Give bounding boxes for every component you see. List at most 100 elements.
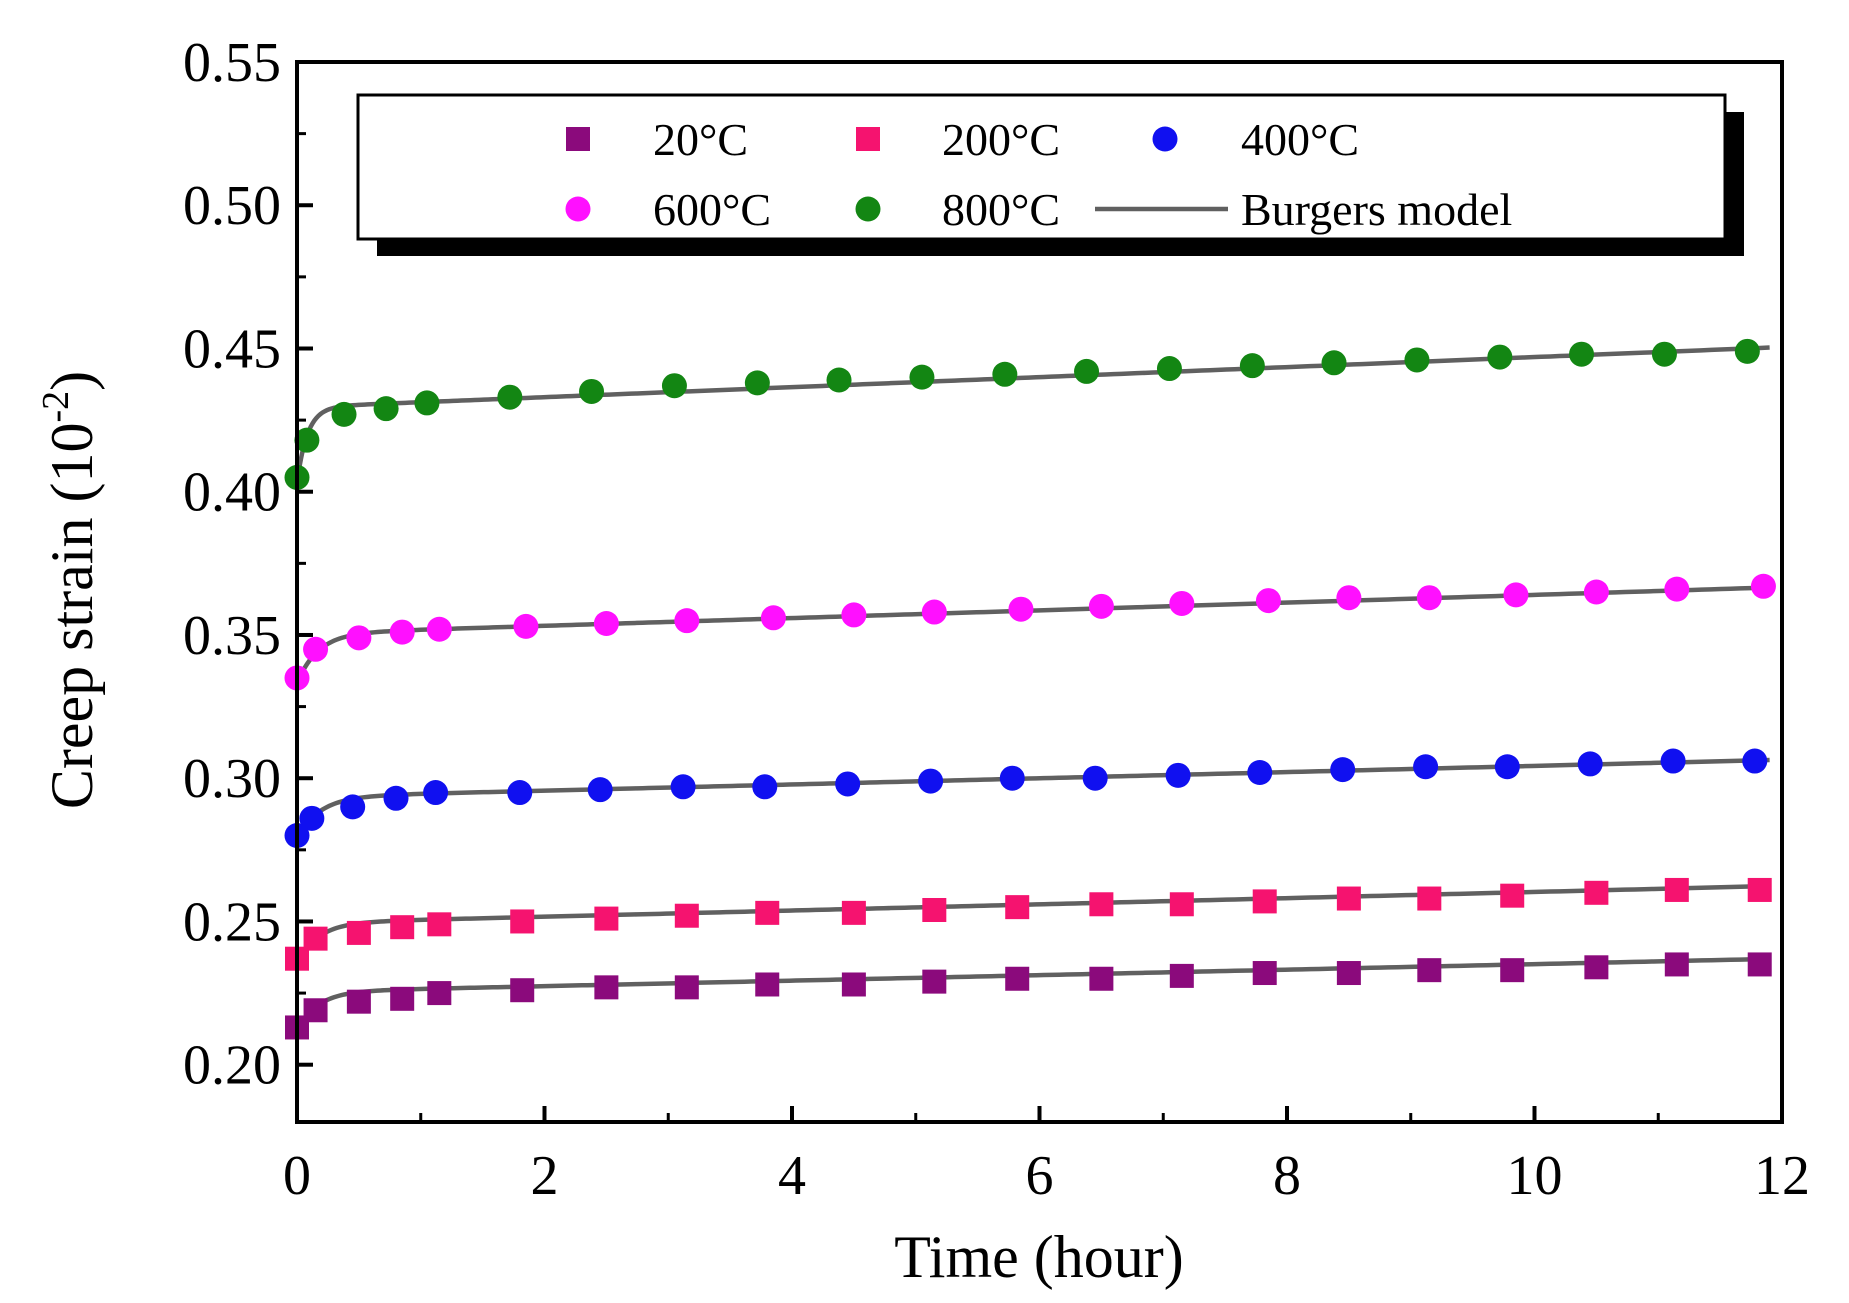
point-400c xyxy=(587,777,613,803)
point-20c xyxy=(303,998,328,1023)
point-20c xyxy=(594,975,619,1000)
legend-marker-20c xyxy=(566,127,590,151)
point-400c xyxy=(670,774,696,800)
point-200c xyxy=(1747,877,1772,902)
y-tick-label: 0.40 xyxy=(183,462,281,524)
point-20c xyxy=(1005,966,1030,991)
point-400c xyxy=(507,780,533,806)
point-800c xyxy=(992,361,1018,387)
point-200c xyxy=(841,900,866,925)
plot-frame xyxy=(295,60,1784,1124)
fit-curve-20c xyxy=(295,956,1770,1032)
point-800c xyxy=(1074,358,1100,384)
x-tick-label: 10 xyxy=(1507,1145,1563,1207)
point-800c xyxy=(294,427,320,453)
point-800c xyxy=(579,378,605,404)
point-600c xyxy=(303,636,329,662)
point-200c xyxy=(594,906,619,931)
y-tick-label: 0.30 xyxy=(183,748,281,810)
point-400c xyxy=(1413,754,1439,780)
point-800c xyxy=(1404,347,1430,373)
point-400c xyxy=(752,774,778,800)
point-20c xyxy=(1336,961,1361,986)
point-600c xyxy=(1336,585,1362,611)
legend-label-fit: Burgers model xyxy=(1241,184,1512,235)
point-600c xyxy=(841,602,867,628)
point-400c xyxy=(1742,748,1768,774)
point-400c xyxy=(1494,754,1520,780)
point-20c xyxy=(1252,961,1277,986)
x-tick-label: 0 xyxy=(283,1145,311,1207)
point-800c xyxy=(497,384,523,410)
point-400c xyxy=(299,805,325,831)
point-600c xyxy=(1088,593,1114,619)
y-axis-title-exponent: -2 xyxy=(35,391,77,423)
legend-marker-400c xyxy=(1152,126,1178,152)
point-200c xyxy=(1169,892,1194,917)
y-axis-title-main: Creep strain (10 xyxy=(39,423,105,810)
point-600c xyxy=(1503,582,1529,608)
point-600c xyxy=(593,611,619,637)
point-200c xyxy=(427,912,452,937)
x-tick-label: 12 xyxy=(1754,1145,1810,1207)
point-800c xyxy=(909,364,935,390)
legend-label-20c: 20°C xyxy=(653,114,748,165)
point-200c xyxy=(1252,889,1277,914)
point-600c xyxy=(760,605,786,631)
legend-label-400c: 400°C xyxy=(1241,114,1359,165)
point-20c xyxy=(922,969,947,994)
point-20c xyxy=(1089,966,1114,991)
point-600c xyxy=(389,619,415,645)
point-400c xyxy=(835,771,861,797)
point-20c xyxy=(755,972,780,997)
data-points-layer xyxy=(284,338,1776,1040)
point-400c xyxy=(340,794,366,820)
legend-label-800c: 800°C xyxy=(942,184,1060,235)
legend: 20°C 200°C 400°C 600°C 800°C Burgers model xyxy=(356,93,1744,256)
point-200c xyxy=(755,900,780,925)
y-tick-label: 0.55 xyxy=(183,32,281,94)
point-400c xyxy=(1165,762,1191,788)
point-200c xyxy=(1664,877,1689,902)
point-200c xyxy=(674,903,699,928)
point-400c xyxy=(1082,765,1108,791)
point-200c xyxy=(1089,892,1114,917)
point-800c xyxy=(1734,338,1760,364)
point-600c xyxy=(1750,573,1776,599)
point-400c xyxy=(1660,748,1686,774)
point-200c xyxy=(1584,880,1609,905)
legend-label-600c: 600°C xyxy=(653,184,771,235)
y-axis-title: Creep strain (10-2) xyxy=(35,371,105,809)
point-800c xyxy=(1569,341,1595,367)
legend-items: 20°C 200°C 400°C 600°C 800°C Burgers model xyxy=(565,114,1512,235)
point-600c xyxy=(1416,585,1442,611)
fit-curve-800c xyxy=(294,345,1770,484)
point-200c xyxy=(922,898,947,922)
x-tick-label: 8 xyxy=(1273,1145,1301,1207)
point-20c xyxy=(390,986,415,1011)
point-200c xyxy=(346,920,371,945)
x-tick-label: 2 xyxy=(531,1145,559,1207)
point-800c xyxy=(331,401,357,427)
y-tick-label: 0.35 xyxy=(183,605,281,667)
point-20c xyxy=(841,972,866,997)
legend-label-200c: 200°C xyxy=(942,114,1060,165)
point-600c xyxy=(1583,579,1609,605)
y-tick-label: 0.20 xyxy=(183,1035,281,1097)
point-800c xyxy=(826,367,852,393)
fit-curve-400c xyxy=(295,757,1770,840)
point-200c xyxy=(510,909,535,934)
x-tick-label: 4 xyxy=(778,1145,806,1207)
legend-marker-800c xyxy=(855,196,881,222)
point-400c xyxy=(423,780,449,806)
point-200c xyxy=(1005,895,1030,920)
point-800c xyxy=(1239,353,1265,379)
point-600c xyxy=(1008,596,1034,622)
point-20c xyxy=(1500,958,1525,983)
point-600c xyxy=(426,616,452,642)
point-20c xyxy=(1584,955,1609,980)
point-600c xyxy=(1169,590,1195,616)
point-600c xyxy=(1255,588,1281,614)
point-400c xyxy=(1577,751,1603,777)
y-tick-label: 0.25 xyxy=(183,891,281,953)
